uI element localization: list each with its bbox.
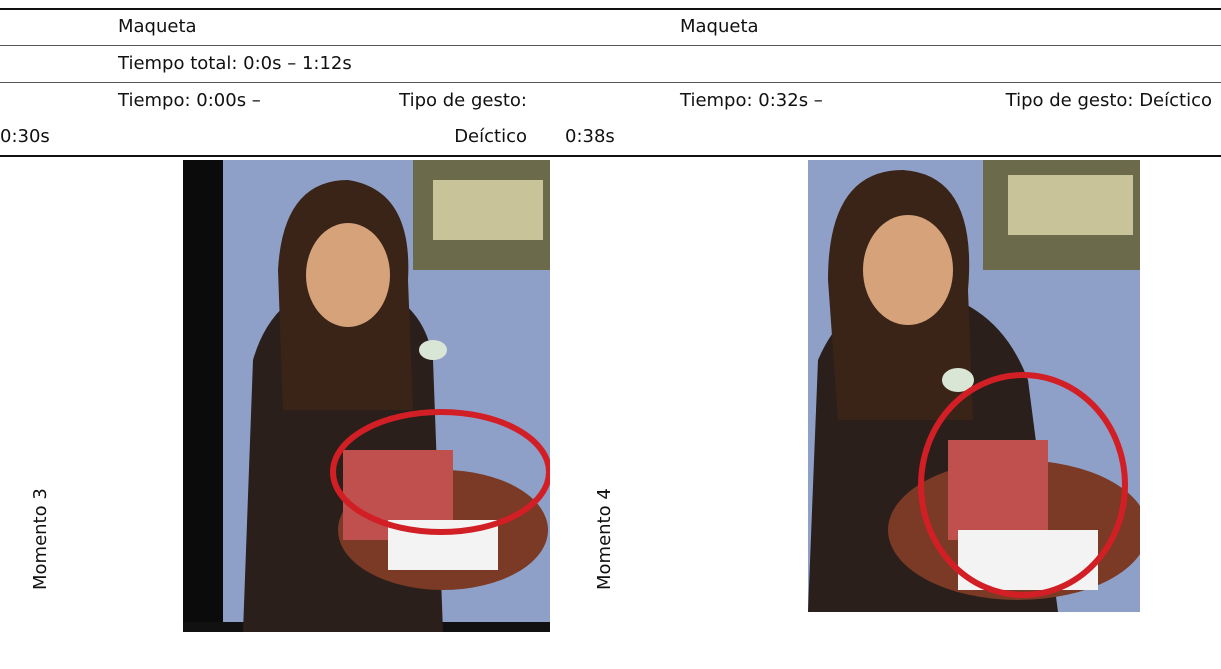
row-label: Momento 4: [594, 488, 615, 590]
row-rule: [0, 155, 1221, 157]
cell: Maqueta: [680, 16, 759, 37]
cell: Tiempo: 0:32s – 0:38s: [565, 90, 823, 147]
photo: [183, 160, 550, 632]
cell: Maqueta: [118, 16, 197, 37]
cell: Tipo de gesto: Deíctico: [399, 90, 527, 147]
photo: [808, 160, 1140, 612]
row-label: Momento 3: [30, 488, 51, 590]
table-top-rule: [0, 8, 1221, 10]
row-rule: [0, 45, 1221, 46]
cell: Tiempo: 0:00s – 0:30s: [0, 90, 261, 147]
cell: Tiempo total: 0:0s – 1:12s: [118, 53, 352, 74]
row-rule: [0, 82, 1221, 83]
cell: Tipo de gesto: Deíctico: [1005, 90, 1212, 111]
